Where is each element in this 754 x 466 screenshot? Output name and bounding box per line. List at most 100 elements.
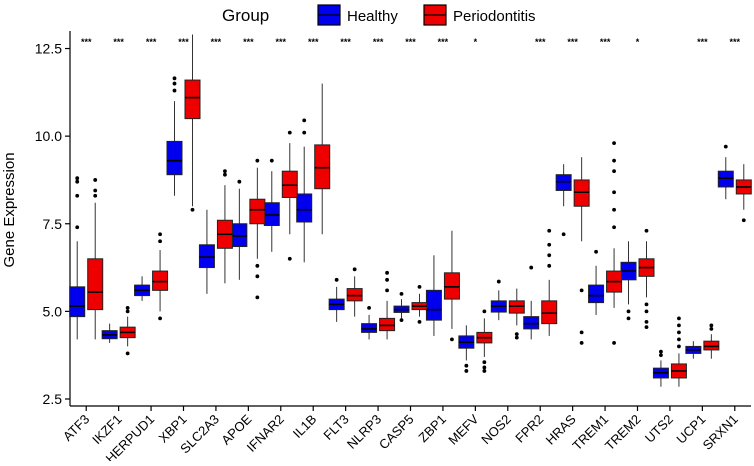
box-healthy-herpud1 xyxy=(134,276,151,301)
significance-label: *** xyxy=(146,37,157,47)
outlier-point xyxy=(255,274,260,279)
outlier-point xyxy=(287,130,292,135)
outlier-point xyxy=(352,267,357,272)
significance-label: *** xyxy=(81,37,92,47)
box-body xyxy=(361,323,378,333)
box-healthy-mefv xyxy=(458,325,475,373)
outlier-point xyxy=(677,323,681,328)
box-body xyxy=(249,198,266,225)
significance-label: *** xyxy=(211,37,222,47)
significance-label: * xyxy=(474,37,478,47)
box-periodontitis-herpud1 xyxy=(152,232,169,321)
outlier-point xyxy=(75,225,80,230)
outlier-point xyxy=(626,316,631,321)
box-healthy-casp5 xyxy=(393,291,410,323)
outlier-point xyxy=(482,360,487,365)
box-body xyxy=(152,270,169,291)
x-tick-label: SRXN1 xyxy=(700,412,741,453)
outlier-point xyxy=(172,81,177,86)
box-body xyxy=(198,244,215,269)
box-periodontitis-apoe xyxy=(249,158,266,300)
box-body xyxy=(508,300,525,314)
outlier-point xyxy=(450,337,454,342)
outlier-point xyxy=(482,369,487,373)
significance-label: *** xyxy=(276,37,287,47)
box-healthy-slc2a3 xyxy=(198,209,215,294)
outlier-point xyxy=(417,319,422,324)
outlier-point xyxy=(385,270,389,275)
box-body xyxy=(184,79,201,120)
box-body xyxy=(296,193,313,223)
outlier-point xyxy=(547,263,552,268)
box-healthy-srxn1 xyxy=(717,144,734,200)
legend-title: Group xyxy=(222,6,269,25)
box-periodontitis-casp5 xyxy=(411,284,428,324)
outlier-point xyxy=(125,351,130,356)
outlier-point xyxy=(677,344,681,349)
box-body xyxy=(314,144,331,190)
outlier-point xyxy=(125,305,130,310)
y-tick-label: 12.5 xyxy=(35,41,62,57)
significance-label: *** xyxy=(535,37,546,47)
box-healthy-zbp1 xyxy=(425,255,442,336)
significance-label: *** xyxy=(113,37,124,47)
box-body xyxy=(703,340,720,351)
x-tick-label: ZBP1 xyxy=(415,412,449,446)
outlier-point xyxy=(158,239,162,244)
box-body xyxy=(541,300,558,325)
box-periodontitis-nos2 xyxy=(508,288,525,340)
y-tick-label: 10.0 xyxy=(35,128,62,144)
box-periodontitis-ucp1 xyxy=(703,323,720,359)
box-periodontitis-atf3 xyxy=(87,178,104,340)
box-body xyxy=(717,170,734,188)
x-tick-label: TREM2 xyxy=(602,412,644,454)
outlier-point xyxy=(612,169,616,174)
box-healthy-trem1 xyxy=(588,249,605,315)
outlier-point xyxy=(514,335,519,340)
outlier-point xyxy=(302,130,307,135)
outlier-point xyxy=(677,337,681,342)
significance-label: *** xyxy=(243,37,254,47)
legend-label-periodontitis: Periodontitis xyxy=(453,8,536,25)
outlier-point xyxy=(612,190,616,195)
outlier-point xyxy=(93,193,98,198)
outlier-point xyxy=(93,188,98,193)
box-body xyxy=(346,288,363,302)
outlier-point xyxy=(255,295,260,300)
box-periodontitis-hras xyxy=(573,157,590,345)
outlier-point xyxy=(125,309,130,314)
outlier-point xyxy=(302,118,307,123)
box-body xyxy=(69,286,86,318)
box-body xyxy=(231,223,248,248)
outlier-point xyxy=(561,232,566,237)
box-periodontitis-srxn1 xyxy=(735,164,752,223)
x-tick-label: UTS2 xyxy=(642,412,676,446)
box-periodontitis-flt3 xyxy=(346,267,363,317)
box-periodontitis-ifnar2 xyxy=(281,130,298,261)
significance-label: *** xyxy=(308,37,319,47)
outlier-point xyxy=(612,141,616,146)
box-healthy-fpr2 xyxy=(523,265,540,340)
outlier-point xyxy=(75,176,80,181)
significance-label: *** xyxy=(697,37,708,47)
box-body xyxy=(263,202,280,227)
significance-label: *** xyxy=(373,37,384,47)
box-healthy-ifnar2 xyxy=(263,158,280,252)
x-tick-label: MEFV xyxy=(445,411,481,447)
significance-label: *** xyxy=(178,37,189,47)
outlier-point xyxy=(464,369,469,373)
axes: 2.55.07.510.012.5ATF3IKZF1HERPUD1XBP1SLC… xyxy=(35,31,751,466)
outlier-point xyxy=(223,172,227,177)
outlier-point xyxy=(644,302,649,307)
outlier-point xyxy=(677,316,681,321)
box-healthy-xbp1 xyxy=(166,76,183,196)
box-body xyxy=(425,289,442,321)
box-healthy-atf3 xyxy=(69,176,86,340)
outlier-point xyxy=(482,309,487,314)
significance-label: *** xyxy=(567,37,578,47)
box-periodontitis-zbp1 xyxy=(443,230,460,342)
outlier-point xyxy=(579,288,584,293)
outlier-point xyxy=(659,353,663,358)
x-tick-label: IL1B xyxy=(290,412,320,442)
